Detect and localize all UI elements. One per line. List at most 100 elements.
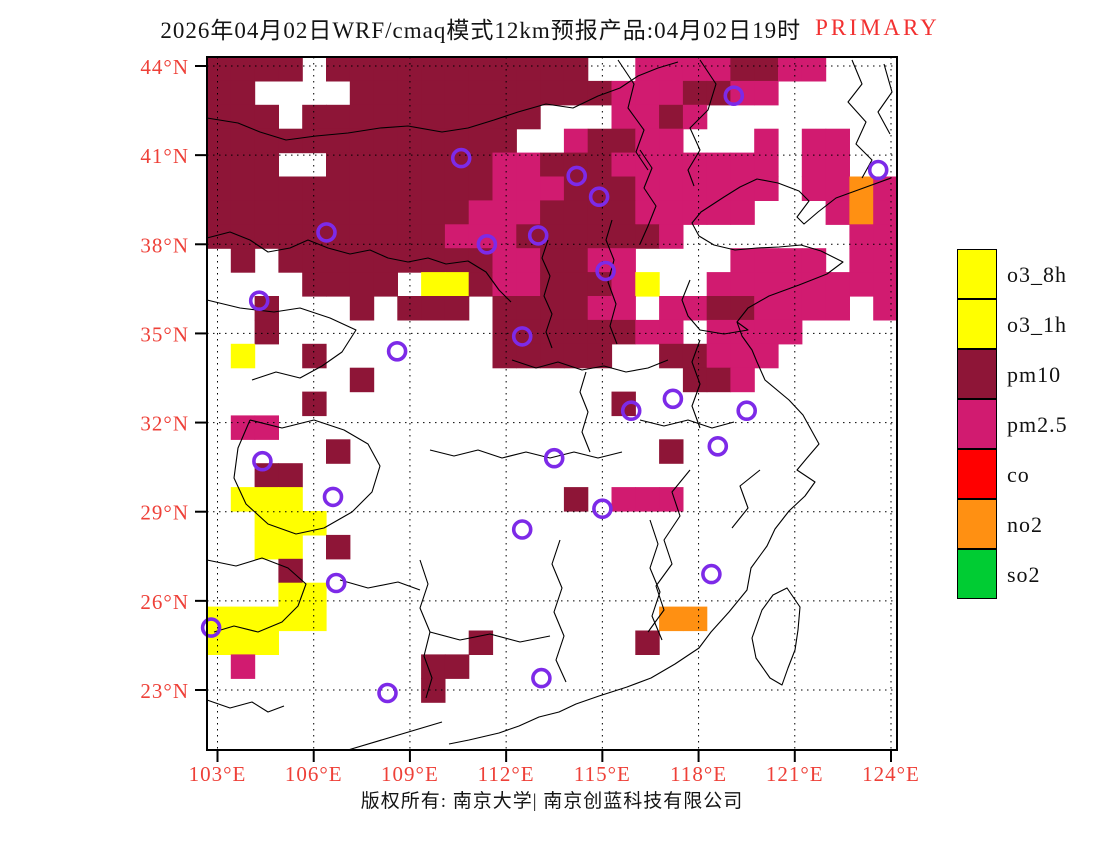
pollutant-cell-pm10: [349, 248, 375, 273]
pollutant-cell-pm2.5: [801, 176, 827, 201]
legend-swatch: [957, 399, 997, 449]
pollutant-cell-pm2.5: [801, 57, 827, 82]
pollutant-cell-pm10: [421, 678, 446, 703]
pollutant-cell-pm10: [611, 128, 636, 154]
pollutant-cell-pm2.5: [730, 272, 755, 297]
pollutant-cell-pm2.5: [659, 57, 684, 82]
pollutant-cell-pm10: [421, 200, 446, 225]
pollutant-cell-pm10: [444, 654, 470, 679]
pollutant-legend: o3_8h o3_1h pm10 pm2.5 co no2 so2: [957, 249, 1100, 600]
pollutant-cell-pm2.5: [825, 152, 850, 178]
pollutant-cell-pm10: [563, 487, 589, 512]
city-marker: [386, 340, 408, 362]
pollutant-cell-pm10: [254, 152, 279, 178]
city-marker: [450, 147, 472, 169]
pollutant-cell-pm10: [349, 128, 375, 154]
pollutant-cell-pm10: [278, 176, 303, 201]
pollutant-cell-pm2.5: [754, 272, 779, 297]
pollutant-cell-pm10: [397, 176, 422, 201]
pollutant-cell-pm10: [540, 319, 565, 345]
pollutant-cell-pm10: [278, 128, 303, 154]
lat-tick-label: 32°N: [140, 412, 189, 436]
pollutant-cell-pm2.5: [682, 57, 708, 82]
pollutant-cell-pm2.5: [873, 272, 898, 297]
pollutant-cell-pm10: [421, 176, 446, 201]
legend-swatch: [957, 249, 997, 299]
pollutant-cell-pm10: [492, 104, 517, 130]
pollutant-cell-pm10: [373, 248, 398, 273]
pollutant-cell-pm10: [302, 104, 327, 130]
city-markers: [200, 85, 889, 704]
pollutant-cell-pm10: [563, 343, 589, 369]
pollutant-cell-pm10: [682, 80, 708, 106]
pollutant-cell-pm2.5: [754, 152, 779, 178]
pollutant-cell-pm10: [326, 200, 351, 225]
pollutant-cell-pm10: [397, 224, 422, 249]
legend-label: no2: [1007, 512, 1043, 537]
pollutant-cell-o3: [230, 630, 256, 655]
pollutant-cell-pm10: [207, 80, 232, 106]
pollutant-cell-pm10: [278, 248, 303, 273]
pollutant-cell-pm10: [302, 343, 327, 369]
city-marker: [252, 450, 273, 472]
pollutant-cell-pm10: [468, 104, 494, 130]
city-marker: [476, 234, 498, 255]
pollutant-cell-pm2.5: [873, 200, 898, 225]
pollutant-cell-pm10: [468, 152, 494, 178]
pollutant-cell-pm10: [563, 319, 589, 345]
pollutant-cell-pm10: [492, 128, 517, 154]
pollutant-cell-pm10: [730, 57, 755, 82]
pollutant-cell-pm2.5: [659, 224, 684, 249]
pollutant-cell-pm10: [730, 296, 755, 321]
pollutant-cell-pm10: [373, 200, 398, 225]
pollutant-cell-pm10: [349, 367, 375, 393]
pollutant-cell-o3: [421, 272, 446, 297]
pollutant-cell-o3: [230, 606, 256, 632]
pollutant-cell-pm10: [302, 272, 327, 297]
pollutant-cell-pm10: [326, 439, 351, 464]
lat-tick-label: 41°N: [140, 144, 189, 168]
pollutant-cell-pm2.5: [706, 272, 732, 297]
lon-tick-label: 103°E: [189, 762, 247, 786]
pollutant-cell-pm10: [563, 296, 589, 321]
legend-item-pm25: pm2.5: [957, 399, 1100, 450]
pollutant-cell-pm10: [659, 343, 684, 369]
pollutant-cell-pm2.5: [682, 200, 708, 225]
city-marker: [566, 165, 588, 187]
legend-item-o3_8h: o3_8h: [957, 249, 1100, 300]
pollutant-cell-pm10: [302, 200, 327, 225]
legend-swatch: [957, 499, 997, 549]
city-marker: [662, 388, 684, 410]
pollutant-cell-pm2.5: [849, 272, 874, 297]
pollutant-cell-pm2.5: [754, 176, 779, 201]
lat-tick-label: 26°N: [140, 590, 189, 614]
legend-swatch: [957, 299, 997, 349]
pollutant-cell-pm10: [207, 104, 232, 130]
pollutant-cell-pm10: [349, 57, 375, 82]
pollutant-cell-pm2.5: [706, 200, 732, 225]
pollutant-cell-pm2.5: [516, 176, 541, 201]
pollutant-cell-pm10: [397, 152, 422, 178]
legend-item-no2: no2: [957, 499, 1100, 550]
pollutant-cell-no2: [849, 200, 874, 225]
pollutant-cell-pm2.5: [659, 128, 684, 154]
city-marker: [723, 85, 745, 106]
legend-label: pm2.5: [1007, 412, 1068, 437]
pollutant-cell-pm10: [349, 152, 375, 178]
legend-swatch: [957, 349, 997, 399]
pollutant-cell-pm10: [421, 296, 446, 321]
pollutant-cell-pm10: [349, 80, 375, 106]
pollutant-cell-pm10: [492, 57, 517, 82]
pollutant-cell-pm2.5: [682, 104, 708, 130]
pollutant-cell-pm10: [611, 176, 636, 201]
legend-label: o3_8h: [1007, 262, 1067, 287]
pollutant-cell-pm2.5: [754, 319, 779, 345]
pollutant-cell-pm10: [587, 343, 613, 369]
pollutant-cell-pm10: [563, 248, 589, 273]
pollutant-cell-pm10: [254, 319, 279, 345]
pollutant-cell-pm10: [421, 57, 446, 82]
pollutant-cell-pm10: [540, 296, 565, 321]
pollutant-cell-pm10: [540, 272, 565, 297]
city-marker: [325, 572, 347, 594]
pollutant-cell-pm2.5: [682, 176, 708, 201]
